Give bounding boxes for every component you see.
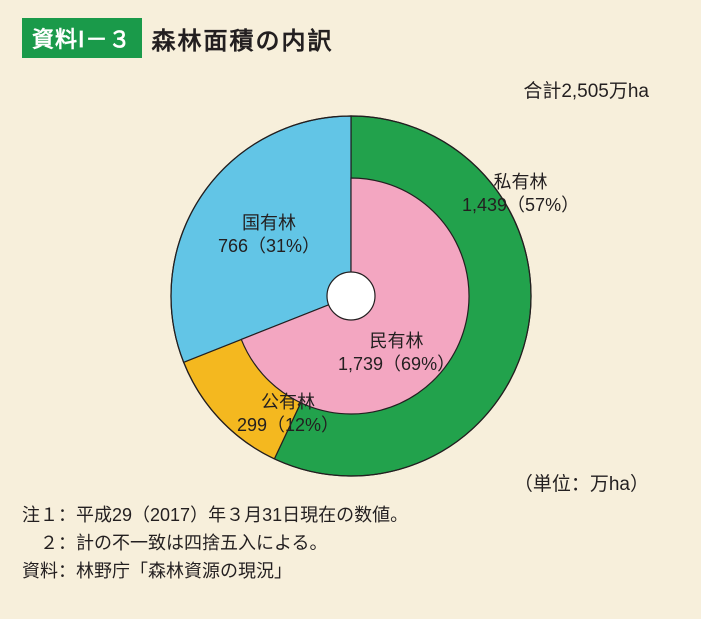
label-nonstate-forest: 民有林 1,739（69%）	[338, 330, 455, 375]
badge: 資料Ⅰ－３	[22, 18, 142, 58]
footnotes: 注１： 平成29（2017）年３月31日現在の数値。 ２： 計の不一致は四捨五入…	[22, 502, 679, 586]
label-public-forest: 公有林 299（12%）	[237, 391, 339, 436]
note1-val: 平成29（2017）年３月31日現在の数値。	[76, 502, 408, 530]
label-private-forest: 私有林 1,439（57%）	[462, 171, 579, 216]
chart-title: 森林面積の内訳	[152, 21, 334, 56]
note1-key: 注１：	[22, 502, 76, 530]
header: 資料Ⅰ－３ 森林面積の内訳	[22, 18, 679, 58]
source-key: 資料：	[22, 558, 76, 586]
pie-chart	[21, 71, 681, 491]
source-val: 林野庁「森林資源の現況」	[76, 558, 292, 586]
label-national-forest: 国有林 766（31%）	[218, 212, 320, 257]
note2-key: ２：	[22, 530, 76, 558]
note2-val: 計の不一致は四捨五入による。	[76, 530, 327, 558]
chart-area: 合計2,505万ha 私有林 1,439（57%） 公有林 299（12%） 国…	[22, 66, 679, 496]
unit-label: （単位：万ha）	[514, 469, 649, 496]
